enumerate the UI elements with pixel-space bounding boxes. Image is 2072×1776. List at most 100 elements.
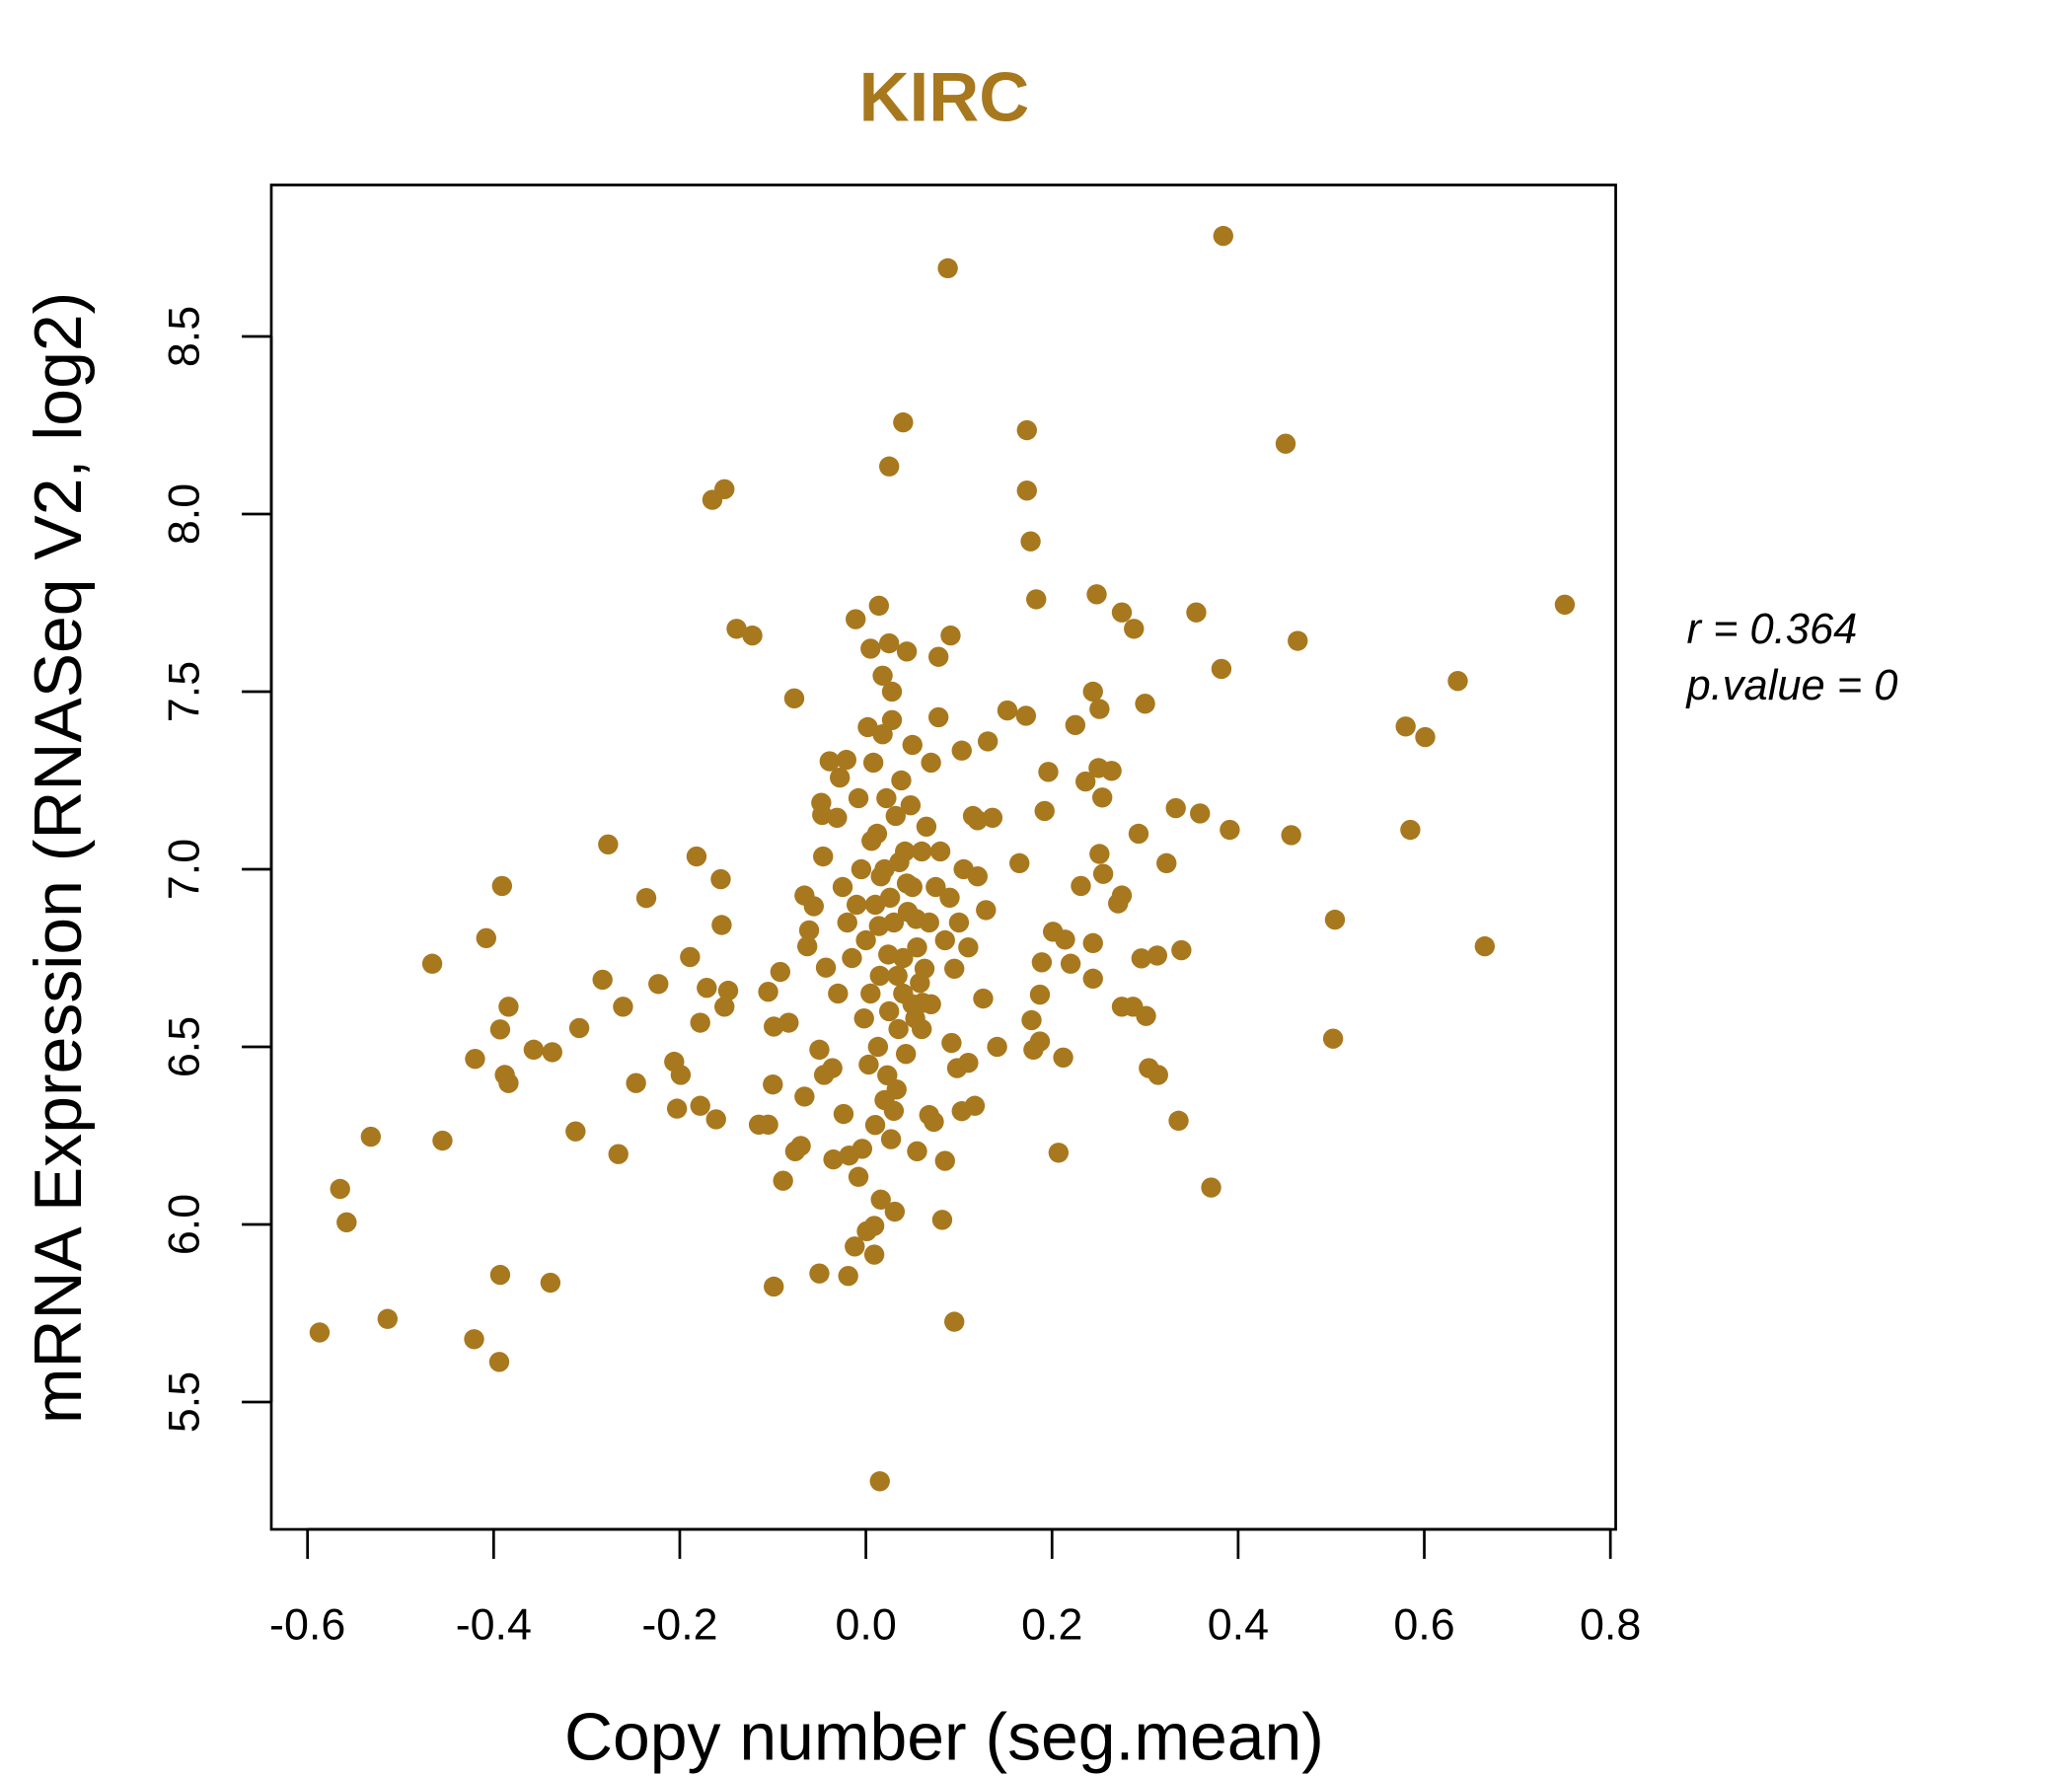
data-point <box>895 1043 917 1065</box>
data-point <box>934 929 955 951</box>
data-point <box>832 876 853 898</box>
data-point <box>855 929 876 951</box>
data-point <box>916 816 937 837</box>
data-point <box>1092 863 1114 884</box>
data-point <box>794 1086 815 1107</box>
data-point <box>697 978 717 999</box>
data-point <box>1168 1110 1189 1132</box>
data-point <box>1101 761 1122 781</box>
data-point <box>421 953 443 974</box>
data-point <box>798 920 820 941</box>
data-point <box>690 1095 710 1116</box>
data-point <box>862 752 884 774</box>
data-point <box>1156 852 1177 874</box>
data-point <box>1213 225 1233 247</box>
data-point <box>944 1311 965 1332</box>
data-point <box>360 1126 382 1147</box>
data-point <box>705 1109 726 1130</box>
data-point <box>823 1148 844 1170</box>
data-point <box>1147 1065 1168 1085</box>
data-point <box>1016 419 1037 441</box>
data-point <box>827 807 848 828</box>
data-point <box>1015 705 1037 726</box>
data-point <box>491 875 513 897</box>
data-point <box>1071 875 1091 897</box>
x-tick-label: 0.4 <box>1208 1598 1269 1649</box>
data-point <box>845 1236 865 1257</box>
data-point <box>836 749 856 771</box>
data-point <box>863 1244 885 1265</box>
data-point <box>1082 681 1103 703</box>
data-point <box>921 752 941 774</box>
data-point <box>893 411 914 433</box>
data-point <box>464 1329 484 1350</box>
data-point <box>864 1114 886 1136</box>
data-point <box>912 841 932 862</box>
data-point <box>857 716 878 738</box>
data-point <box>648 974 669 995</box>
data-point <box>498 1073 519 1093</box>
x-tick-label: -0.6 <box>269 1598 345 1649</box>
data-point <box>921 994 941 1014</box>
data-point <box>872 723 893 745</box>
data-point <box>939 887 960 908</box>
data-point <box>1415 726 1436 748</box>
data-point <box>1190 803 1211 824</box>
data-point <box>758 981 778 1002</box>
data-point <box>1131 948 1151 969</box>
data-point <box>809 1263 830 1284</box>
data-point <box>1220 819 1240 841</box>
data-point <box>758 1114 778 1136</box>
data-point <box>809 1039 830 1061</box>
y-tick-label: 8.0 <box>159 483 209 545</box>
data-point <box>666 1098 688 1119</box>
y-axis-label: mRNA Expression (RNASeq V2, log2) <box>22 292 96 1424</box>
data-point <box>927 646 949 667</box>
data-point <box>686 846 707 867</box>
data-point <box>907 1141 927 1162</box>
data-point <box>1086 584 1107 605</box>
data-point <box>838 1265 858 1287</box>
data-point <box>670 1065 692 1085</box>
data-point <box>330 1178 350 1200</box>
data-point <box>822 1058 843 1078</box>
data-point <box>987 1036 1007 1058</box>
data-point <box>819 751 841 772</box>
x-tick-label: -0.4 <box>456 1598 532 1649</box>
data-point <box>900 794 922 816</box>
data-point <box>1395 716 1416 737</box>
data-point <box>1288 630 1308 651</box>
data-point <box>1091 787 1113 808</box>
data-point <box>1474 935 1496 957</box>
data-point <box>710 868 731 890</box>
data-point <box>967 865 988 887</box>
data-point <box>796 935 818 957</box>
data-point <box>879 887 901 908</box>
data-point <box>912 1018 932 1040</box>
data-point <box>951 740 972 761</box>
data-point <box>714 997 735 1017</box>
y-tick-label: 7.5 <box>159 661 209 722</box>
data-point <box>489 1019 511 1040</box>
data-point <box>958 936 979 958</box>
data-point <box>937 258 958 279</box>
data-point <box>1147 945 1168 966</box>
data-point <box>1055 929 1075 950</box>
data-point <box>778 1012 799 1033</box>
data-point <box>1400 819 1421 841</box>
data-point <box>878 1000 900 1022</box>
y-tick-label: 6.0 <box>159 1194 209 1255</box>
data-point <box>870 865 891 887</box>
data-point <box>940 625 961 646</box>
p-value-label: p.value = 0 <box>1685 662 1898 709</box>
data-point <box>927 706 949 728</box>
data-point <box>885 805 906 827</box>
y-tick-label: 6.5 <box>159 1016 209 1077</box>
data-point <box>958 1052 979 1073</box>
data-point <box>714 479 735 499</box>
data-point <box>1135 694 1155 714</box>
data-point <box>608 1144 629 1164</box>
data-point <box>884 1201 906 1222</box>
data-point <box>1089 699 1110 719</box>
